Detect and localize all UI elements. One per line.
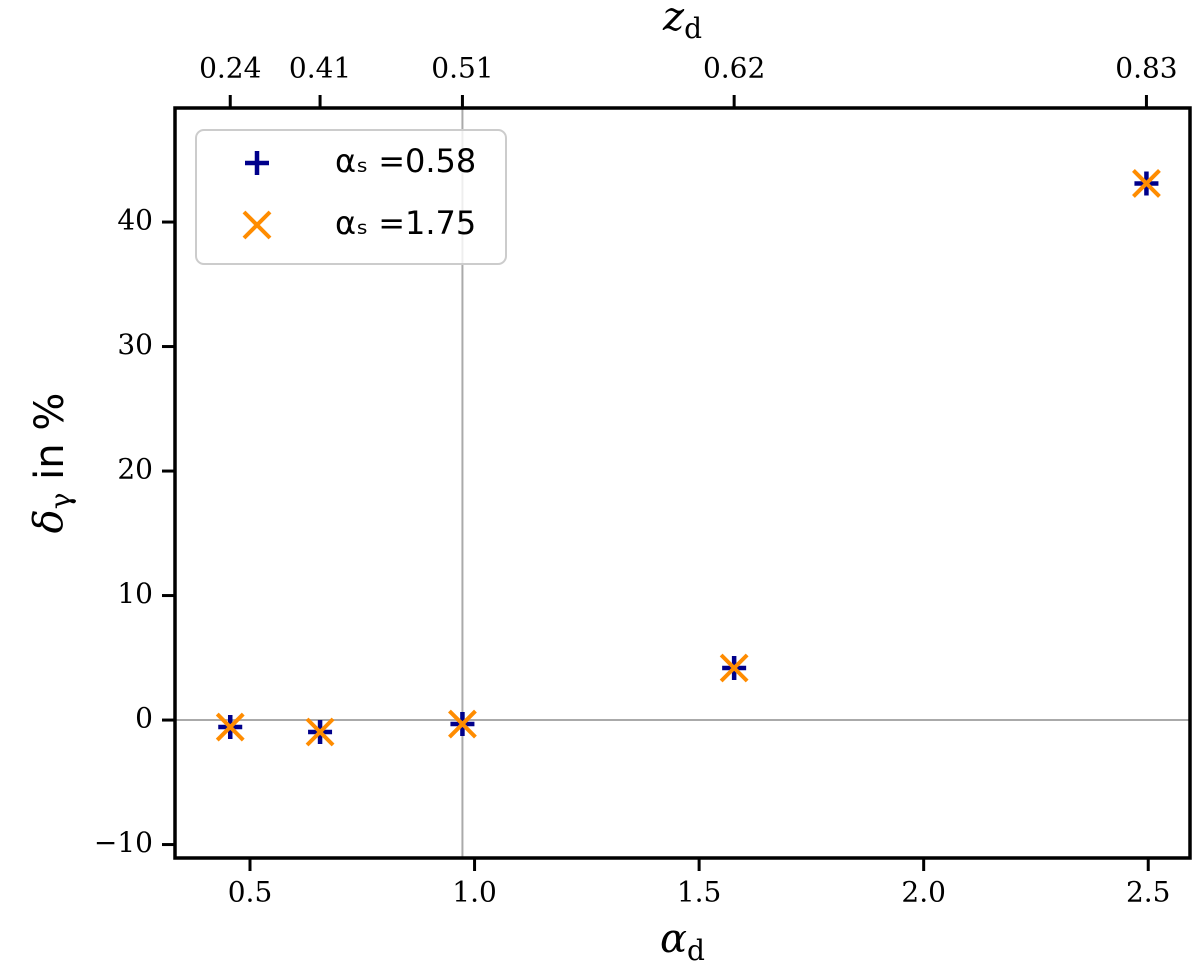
x-marker: [1132, 169, 1161, 198]
x2-axis-label-sub: d: [684, 12, 702, 45]
x2-tick-label: 0.83: [1115, 52, 1177, 85]
x-marker: [448, 709, 477, 739]
x2-tick-label: 0.41: [289, 52, 351, 85]
y-axis-label: δγ in %: [26, 393, 77, 534]
x-axis-label-symbol: α: [660, 916, 687, 962]
x-marker: [719, 653, 749, 683]
x-tick-label: 0.5: [228, 876, 273, 909]
x-tick-label: 1.0: [452, 876, 497, 909]
x2-tick-label: 0.62: [703, 52, 765, 85]
plus-marker: [245, 151, 269, 175]
legend-label: αₛ =1.75: [335, 204, 476, 242]
x-marker: [215, 712, 245, 742]
y-axis-label-symbol: δ: [26, 509, 72, 533]
plot-frame: [173, 106, 1192, 860]
y-tick-label: 10: [117, 577, 153, 610]
x-marker: [305, 717, 335, 747]
y-axis-label-tail: in %: [27, 393, 73, 493]
x2-tick-label: 0.51: [431, 52, 493, 85]
x2-tick-label: 0.24: [199, 52, 261, 85]
x-tick-label: 2.0: [901, 876, 946, 909]
y-tick-label: 40: [117, 204, 153, 237]
x2-axis-label: zd: [662, 0, 702, 45]
x-marker: [242, 210, 272, 240]
y-tick-label: 0: [135, 702, 153, 735]
y-tick-label: 20: [117, 453, 153, 486]
y-axis-label-sub: γ: [44, 493, 77, 510]
x-tick-label: 2.5: [1126, 876, 1171, 909]
x2-axis-label-symbol: z: [662, 0, 685, 40]
x-tick-label: 1.5: [677, 876, 722, 909]
legend-box: [195, 129, 507, 265]
y-tick-label: 30: [117, 328, 153, 361]
y-tick-label: −10: [94, 826, 153, 859]
x-axis-label-sub: d: [687, 934, 705, 967]
x-axis-label: αd: [660, 916, 705, 967]
legend-label: αₛ =0.58: [335, 142, 476, 180]
